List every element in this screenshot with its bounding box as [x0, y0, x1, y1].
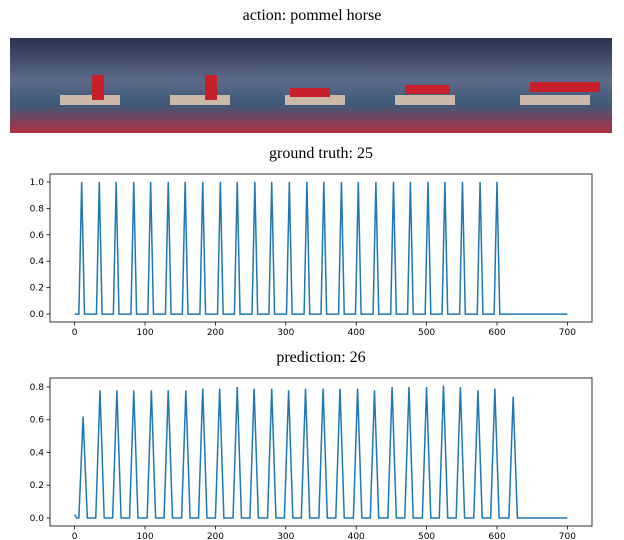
y-tick-label: 0.2: [30, 481, 44, 491]
y-tick-label: 0.2: [30, 284, 44, 294]
x-tick-label: 500: [418, 532, 435, 540]
chart-title: ground truth: 25: [269, 145, 373, 162]
x-tick-label: 700: [559, 532, 576, 540]
gymnast: [290, 88, 330, 97]
frame-strip: [10, 38, 612, 133]
gymnast: [405, 85, 450, 94]
gymnast: [205, 75, 217, 100]
y-tick-label: 0.0: [30, 514, 45, 524]
x-tick-label: 200: [207, 328, 224, 338]
x-tick-label: 600: [488, 532, 505, 540]
x-tick-label: 100: [136, 328, 153, 338]
data-line: [74, 181, 568, 315]
video-frame: [122, 38, 234, 133]
horse: [285, 95, 345, 105]
x-tick-label: 700: [559, 328, 576, 338]
horse: [170, 95, 230, 105]
x-tick-label: 500: [418, 328, 435, 338]
x-tick-label: 300: [277, 328, 294, 338]
y-tick-label: 0.0: [30, 310, 45, 320]
y-tick-label: 0.8: [30, 383, 45, 393]
horse: [60, 95, 120, 105]
y-tick-label: 0.4: [30, 448, 45, 458]
data-line: [74, 385, 568, 519]
y-tick-label: 1.0: [30, 178, 45, 188]
gymnast: [92, 75, 104, 100]
x-tick-label: 0: [72, 532, 78, 540]
y-tick-label: 0.4: [30, 257, 45, 267]
axes-frame: [49, 377, 593, 527]
x-tick-label: 600: [488, 328, 505, 338]
gymnast: [530, 82, 600, 92]
y-tick-label: 0.8: [30, 204, 45, 214]
x-tick-label: 0: [72, 328, 78, 338]
x-tick-label: 100: [136, 532, 153, 540]
y-tick-label: 0.6: [30, 416, 45, 426]
axes-frame: [49, 173, 593, 323]
video-frame: [10, 38, 122, 133]
x-tick-label: 200: [207, 532, 224, 540]
figure-title: action: pommel horse: [243, 7, 382, 24]
y-tick-label: 0.6: [30, 231, 45, 241]
horse: [395, 95, 455, 105]
x-tick-label: 300: [277, 532, 294, 540]
x-tick-label: 400: [348, 532, 365, 540]
x-tick-label: 400: [348, 328, 365, 338]
horse: [520, 95, 590, 105]
chart-title: prediction: 26: [276, 349, 365, 366]
video-frame: [234, 38, 346, 133]
